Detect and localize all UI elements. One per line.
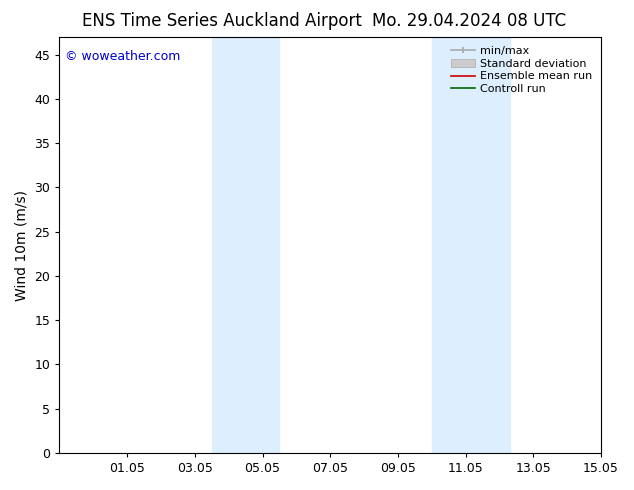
- Bar: [245, 37, 280, 453]
- Text: © woweather.com: © woweather.com: [65, 49, 180, 63]
- Bar: [455, 37, 510, 453]
- Legend: min/max, Standard deviation, Ensemble mean run, Controll run: min/max, Standard deviation, Ensemble me…: [448, 43, 595, 98]
- Text: Mo. 29.04.2024 08 UTC: Mo. 29.04.2024 08 UTC: [372, 12, 566, 30]
- Bar: [212, 37, 245, 453]
- Text: ENS Time Series Auckland Airport: ENS Time Series Auckland Airport: [82, 12, 362, 30]
- Y-axis label: Wind 10m (m/s): Wind 10m (m/s): [15, 190, 29, 300]
- Bar: [432, 37, 455, 453]
